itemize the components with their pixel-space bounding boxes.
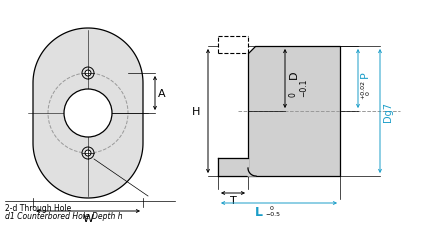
Circle shape [64,90,112,137]
Text: H: H [192,106,200,116]
Circle shape [82,147,94,159]
Text: d1 Counterbored Hole Depth h: d1 Counterbored Hole Depth h [5,211,123,220]
Text: A: A [158,89,166,99]
Polygon shape [33,29,143,198]
Text: 2-d Through Hole: 2-d Through Hole [5,203,71,212]
Text: W: W [83,213,94,223]
Text: Dg7: Dg7 [383,102,393,122]
Polygon shape [248,47,340,176]
Polygon shape [248,168,256,176]
Text: 0
−0.5: 0 −0.5 [266,205,281,216]
Text: L: L [255,205,263,218]
Circle shape [85,71,91,77]
Text: P: P [360,71,370,78]
Text: 0
−0.1: 0 −0.1 [289,78,309,96]
Text: +0.02
  0: +0.02 0 [360,80,371,99]
Text: T: T [229,195,236,205]
Circle shape [82,68,94,80]
Text: D: D [289,70,299,78]
Polygon shape [218,158,248,176]
Circle shape [85,150,91,156]
